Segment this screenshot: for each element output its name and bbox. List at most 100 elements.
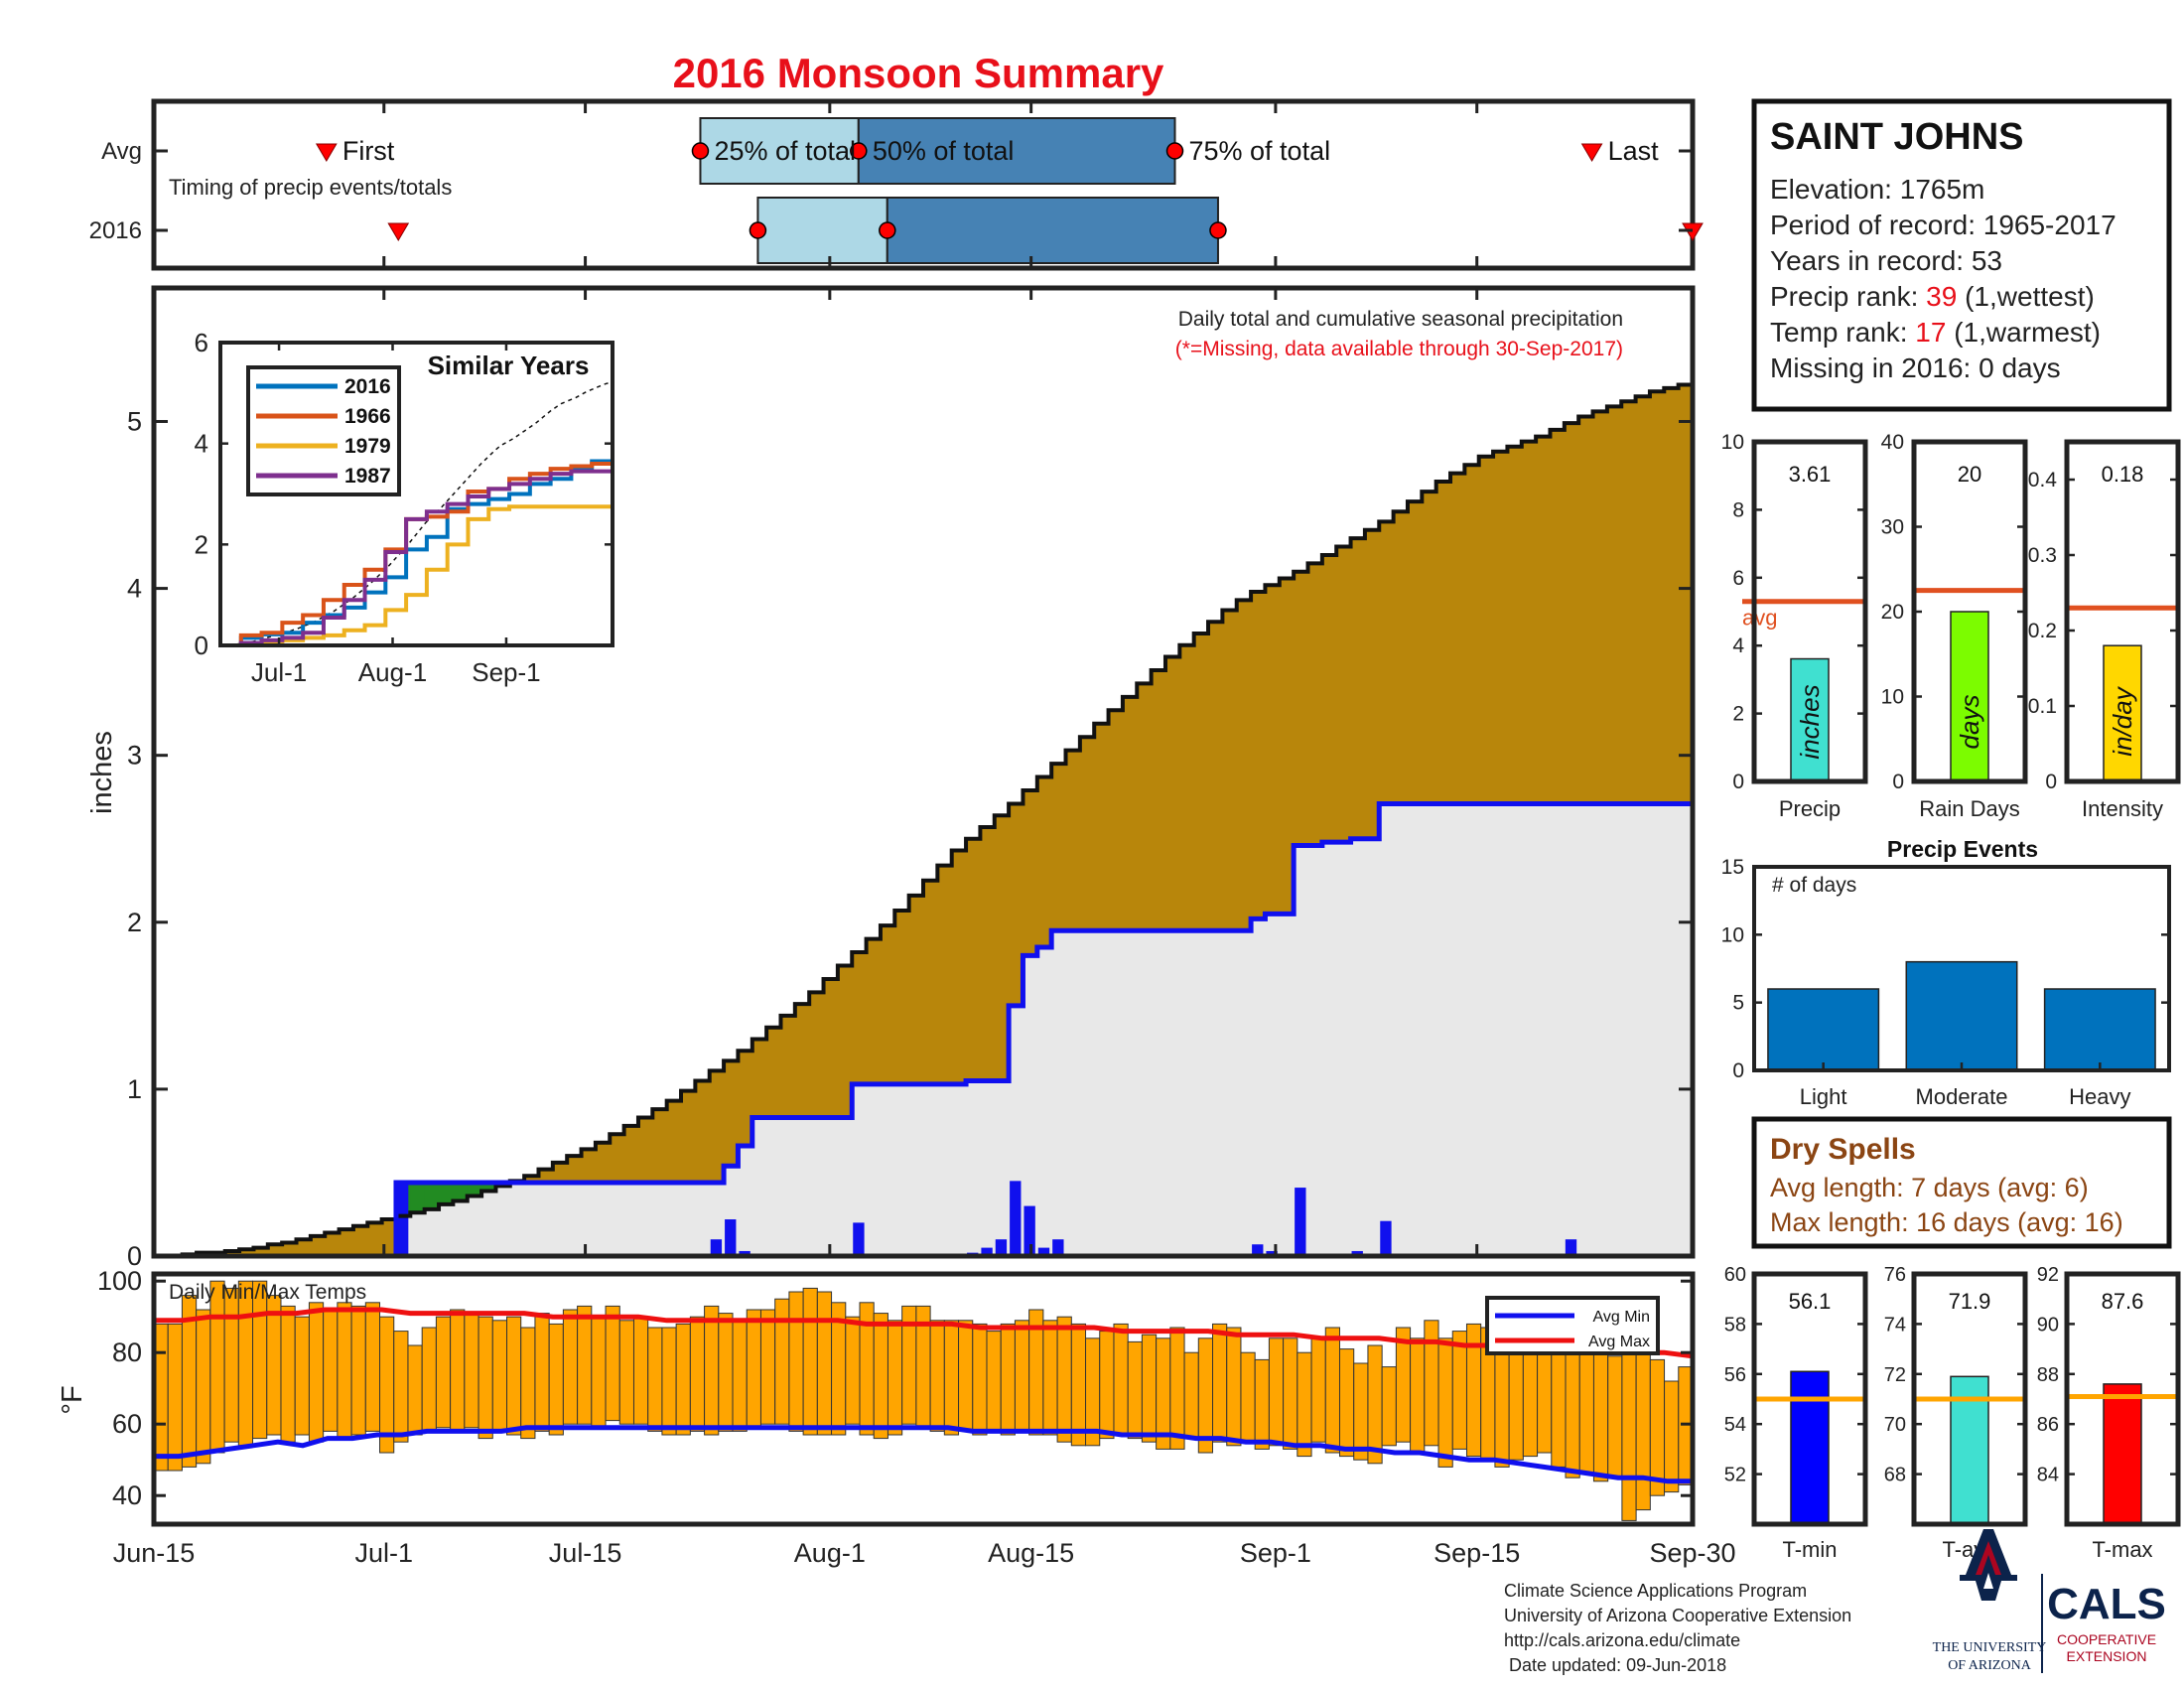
inset-x-tick-label: Jul-1 bbox=[251, 657, 307, 687]
daily-temp-bar bbox=[675, 1323, 691, 1436]
daily-temp-bar bbox=[1099, 1331, 1115, 1440]
station-frame bbox=[1751, 98, 2172, 412]
event-category-label: Heavy bbox=[2069, 1084, 2130, 1109]
timing-2016-q1-box bbox=[756, 197, 888, 264]
summary-y-tick-label: 0 bbox=[2045, 771, 2057, 793]
main-y-tick-label: 2 bbox=[127, 908, 142, 937]
timing-p50-label: 50% of total bbox=[873, 136, 1015, 166]
daily-temp-bar bbox=[986, 1331, 1002, 1432]
daily-precip-bar bbox=[739, 1250, 751, 1256]
daily-temp-bar bbox=[196, 1309, 211, 1465]
main-y-axis-label: inches bbox=[86, 731, 118, 814]
daily-precip-bar bbox=[1380, 1220, 1392, 1256]
cals-logo: CALS bbox=[2047, 1580, 2166, 1628]
daily-temp-bar bbox=[845, 1316, 861, 1425]
daily-temp-bar bbox=[1635, 1351, 1651, 1511]
daily-temp-bar bbox=[237, 1280, 254, 1447]
timing-row-label-avg: Avg bbox=[101, 138, 142, 165]
daily-temp-bar bbox=[1338, 1348, 1355, 1458]
dry-spells-avg: Avg length: 7 days (avg: 6) bbox=[1770, 1173, 2089, 1202]
daily-temp-bar bbox=[816, 1291, 833, 1436]
summary-value-label: 0.18 bbox=[2102, 462, 2144, 487]
summary-bars: avg 3.61 inches Precip 0 2 4 6 8 10 20 days Rain Day… bbox=[1721, 431, 2181, 821]
daily-temp-bar bbox=[1324, 1327, 1340, 1454]
station-precip-rank: Precip rank: 39 (1,wettest) bbox=[1770, 281, 2095, 312]
figure-title: 2016 Monsoon Summary bbox=[673, 50, 1164, 96]
inset-y-tick-label: 2 bbox=[195, 529, 208, 559]
daily-temp-bar bbox=[1395, 1327, 1412, 1443]
daily-temp-bar bbox=[1070, 1323, 1087, 1447]
daily-temp-bar bbox=[167, 1323, 183, 1472]
tbar-frame-1 bbox=[1911, 1271, 2028, 1527]
temp-summary-bar-t-min bbox=[1790, 1370, 1830, 1525]
daily-temp-bar bbox=[450, 1309, 466, 1432]
summary-avg-label: avg bbox=[1742, 606, 1777, 631]
daily-temp-bar bbox=[323, 1309, 339, 1432]
tbar-y-tick-label: 56 bbox=[1724, 1364, 1746, 1386]
temps-legend-label: Avg Min bbox=[1592, 1309, 1650, 1326]
dry-spells-title: Dry Spells bbox=[1770, 1133, 1916, 1166]
daily-temp-bar bbox=[647, 1327, 663, 1432]
daily-temp-bar bbox=[1565, 1337, 1580, 1478]
daily-temp-bar bbox=[1254, 1358, 1270, 1450]
daily-precip-bar bbox=[981, 1247, 993, 1256]
avg-min-temp-line bbox=[154, 1425, 1693, 1484]
year-cumulative-area bbox=[154, 803, 1693, 1256]
summary-y-tick-label: 0.3 bbox=[2028, 544, 2057, 567]
summary-frame-0 bbox=[1751, 439, 1868, 784]
temps-plot-frame bbox=[151, 1271, 1696, 1527]
events-y-tick-label: 15 bbox=[1721, 856, 1744, 879]
daily-temp-bar bbox=[732, 1320, 748, 1432]
daily-temp-bar bbox=[562, 1309, 579, 1425]
year-cumulative-line bbox=[154, 800, 1693, 1259]
daily-temp-bar bbox=[364, 1302, 381, 1432]
inset-x-tick-label: Sep-1 bbox=[472, 657, 540, 687]
daily-temp-bar bbox=[972, 1323, 988, 1436]
events-y-tick-label: 5 bbox=[1732, 992, 1744, 1015]
tbar-y-tick-label: 52 bbox=[1724, 1465, 1746, 1486]
daily-temp-bar bbox=[1522, 1337, 1539, 1458]
temp-summary-value: 87.6 bbox=[2102, 1289, 2144, 1314]
summary-unit-label: inches bbox=[1795, 684, 1825, 759]
daily-temp-bar bbox=[704, 1305, 720, 1436]
daily-temp-bar bbox=[421, 1327, 437, 1432]
inset-y-tick-label: 4 bbox=[195, 429, 208, 459]
temps-y-tick-label: 100 bbox=[97, 1266, 142, 1296]
dry-spells-max: Max length: 16 days (avg: 16) bbox=[1770, 1207, 2123, 1237]
summary-y-tick-label: 0.4 bbox=[2028, 469, 2058, 492]
summary-y-tick-label: 30 bbox=[1881, 516, 1904, 539]
daily-temp-bar bbox=[1113, 1323, 1129, 1436]
daily-temp-bar bbox=[478, 1316, 493, 1440]
surplus-area-segment bbox=[481, 1183, 496, 1192]
station-name: SAINT JOHNS bbox=[1770, 116, 2023, 158]
daily-precip-bar bbox=[853, 1222, 865, 1256]
daily-temp-bar bbox=[1127, 1340, 1143, 1440]
daily-temp-bar bbox=[1240, 1351, 1256, 1443]
daily-temp-bar bbox=[337, 1302, 352, 1440]
x-tick-label: Jul-15 bbox=[549, 1538, 622, 1568]
university-of-arizona-logo: THE UNIVERSITY OF ARIZONA bbox=[1933, 1529, 2046, 1673]
station-years: Years in record: 53 bbox=[1770, 245, 2002, 276]
main-y-tick-label: 1 bbox=[127, 1074, 142, 1104]
daily-temp-bar bbox=[548, 1323, 564, 1436]
tbar-frame-2 bbox=[2064, 1271, 2181, 1527]
timing-2016-p25-marker bbox=[749, 221, 767, 239]
station-temp-rank: Temp rank: 17 (1,warmest) bbox=[1770, 317, 2101, 348]
timing-2016-first-marker bbox=[387, 222, 410, 241]
average-cumulative-line bbox=[154, 382, 1693, 1258]
daily-precip-bar bbox=[1037, 1247, 1050, 1256]
daily-temp-bar bbox=[1437, 1337, 1453, 1468]
avg-max-temp-line bbox=[154, 1307, 1694, 1359]
daily-precip-bar bbox=[1252, 1244, 1264, 1256]
daily-temp-bar bbox=[1212, 1323, 1228, 1443]
footer: Climate Science Applications Program Uni… bbox=[1504, 1529, 2166, 1675]
surplus-area-segment bbox=[410, 1183, 426, 1213]
daily-temp-bar bbox=[689, 1316, 706, 1432]
arizona-a-inner-icon bbox=[1976, 1541, 2001, 1575]
tbar-y-tick-label: 68 bbox=[1884, 1465, 1906, 1486]
tbar-y-tick-label: 58 bbox=[1724, 1314, 1746, 1336]
daily-temp-bar bbox=[280, 1305, 296, 1443]
timing-2016-q2-box bbox=[886, 197, 1219, 264]
daily-temp-bar bbox=[1169, 1327, 1185, 1450]
